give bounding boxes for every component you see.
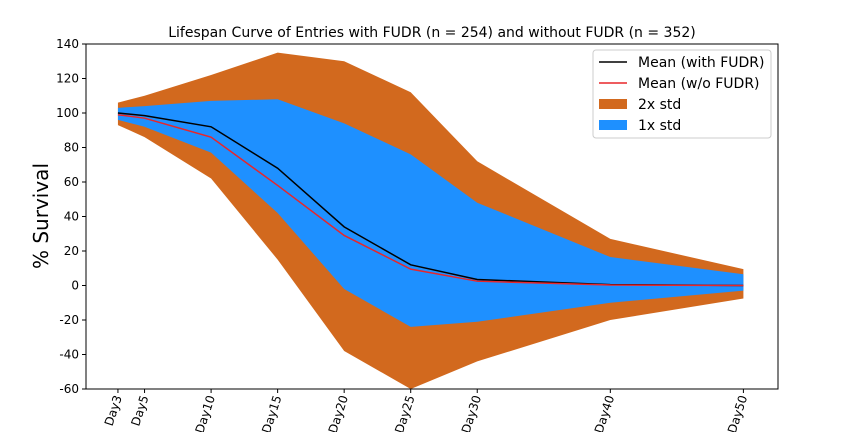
band-1x-std [117,99,744,327]
y-tick-label: -40 [59,348,79,362]
x-tick-label: Day15 [259,394,284,432]
legend-swatch-2x-std [599,99,627,109]
legend: Mean (with FUDR) Mean (w/o FUDR) 2x std 1x … [592,49,772,139]
x-tick-label: Day30 [459,394,484,432]
y-tick-label: 20 [64,244,79,258]
chart-title: Lifespan Curve of Entries with FUDR (n =… [168,25,696,41]
y-tick-label: -60 [59,382,79,396]
std-bands [117,52,744,389]
y-tick-label: 100 [56,106,79,120]
y-axis-label: % Survival [29,163,53,269]
legend-label-2x-std: 2x std [638,97,681,113]
x-tick-label: Day50 [725,394,750,432]
x-axis-ticks: Day3 Day5 Day10 Day15 Day20 Day25 Day30 Day40 Da… [102,389,750,432]
x-tick-label: Day25 [392,394,417,432]
x-tick-label: Day20 [326,394,351,432]
line-mean-with-fudr [117,112,744,287]
legend-label-mean-w-o-fudr: Mean (w/o FUDR) [638,76,760,92]
legend-box [592,49,772,139]
x-tick-label: Day3 [102,394,125,428]
y-tick-label: 80 [64,141,79,155]
legend-label-1x-std: 1x std [638,118,681,134]
x-tick-label: Day10 [193,394,218,432]
y-tick-label: 40 [64,210,79,224]
y-tick-label: 120 [56,72,79,86]
legend-label-mean-with-fudr: Mean (with FUDR) [638,55,764,71]
x-tick-label: Day5 [128,394,151,428]
y-tick-label: 140 [56,37,79,51]
y-tick-label: 0 [71,279,79,293]
x-tick-label: Day40 [592,394,617,432]
y-tick-label: 60 [64,175,79,189]
mean-lines [117,112,744,287]
y-axis-ticks: -60 -40 -20 0 20 40 60 80 100 120 140 [56,37,86,396]
line-mean-w-o-fudr [117,113,744,287]
legend-swatch-1x-std [599,120,627,130]
y-tick-label: -20 [59,313,79,327]
